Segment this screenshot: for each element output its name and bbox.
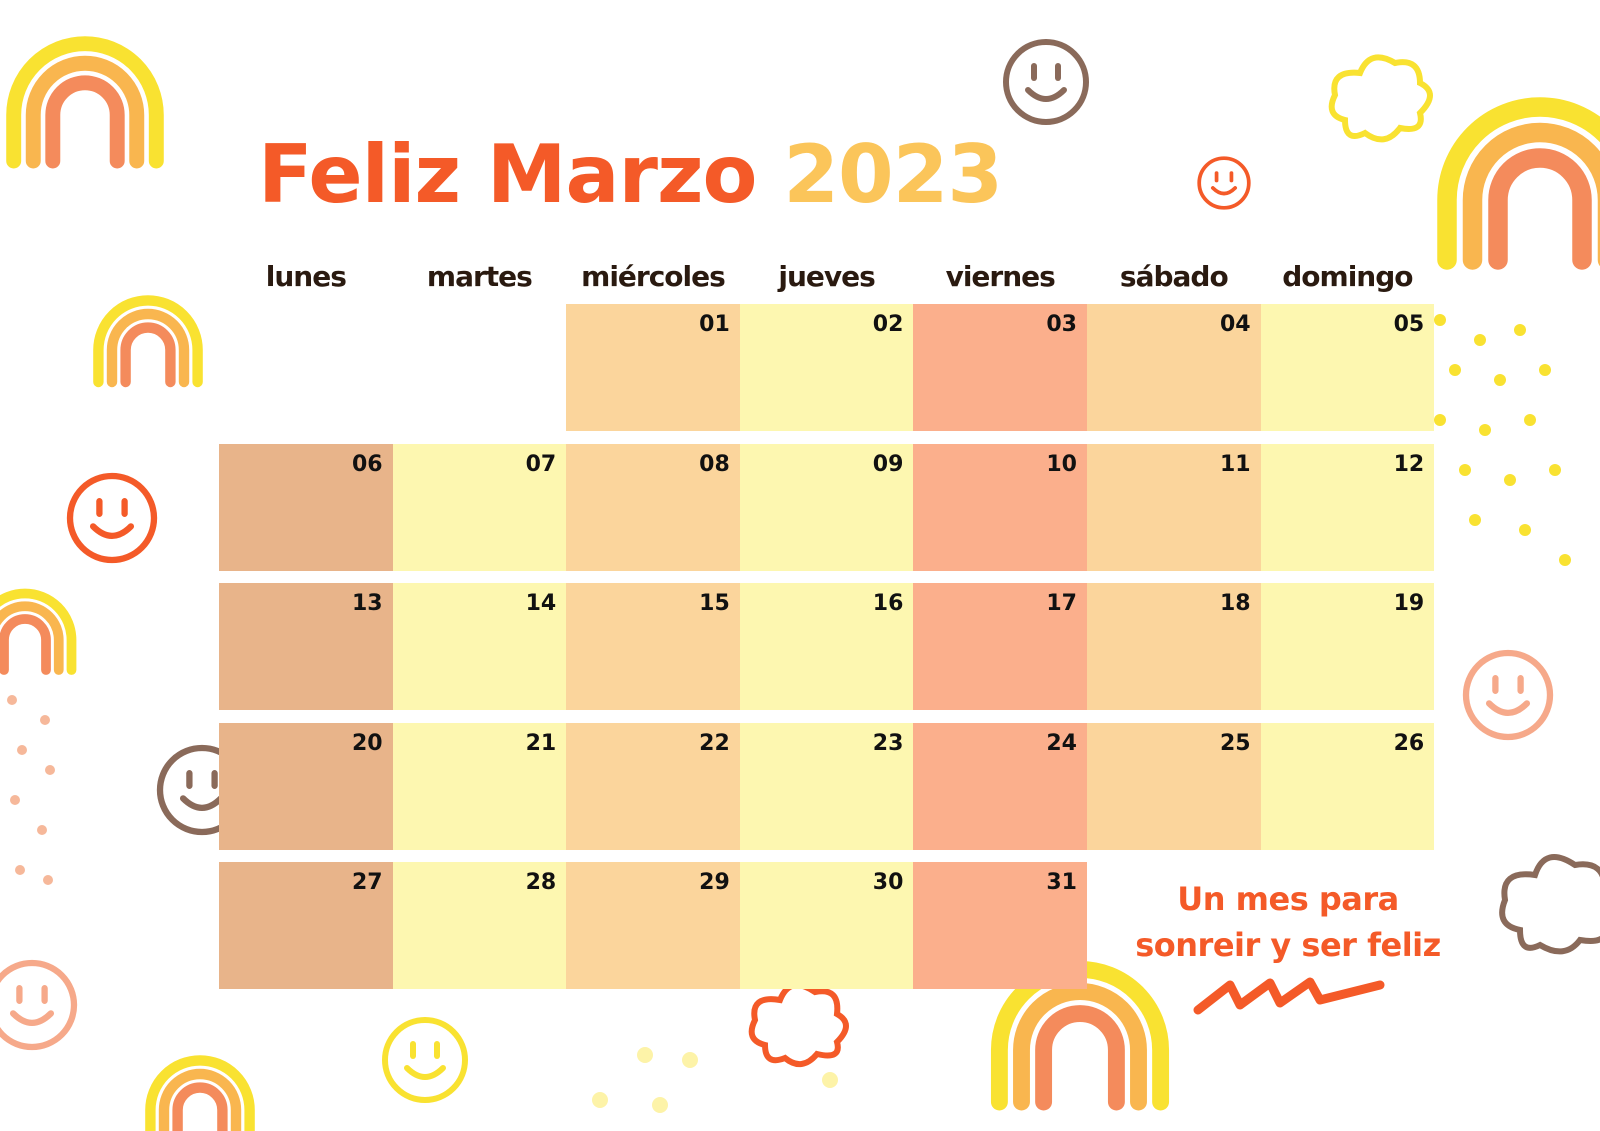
- day-cell: 14: [392, 583, 567, 710]
- rainbow: [150, 1060, 249, 1131]
- day-cell: 24: [913, 722, 1087, 850]
- day-cell: 21: [392, 722, 567, 850]
- smiley: [385, 1020, 465, 1100]
- day-cell: 06: [219, 443, 393, 571]
- dots: [7, 695, 55, 885]
- day-cell: 28: [392, 862, 567, 989]
- day-cell: 04: [1087, 304, 1261, 431]
- day-cell: 17: [913, 583, 1087, 710]
- day-cell: 16: [739, 583, 914, 710]
- day-cell: 31: [913, 862, 1087, 989]
- day-cell: 05: [1260, 304, 1435, 431]
- smiley: [0, 963, 74, 1047]
- day-cell: 09: [739, 443, 914, 571]
- day-cell: 27: [219, 862, 393, 989]
- zigzag: [1193, 977, 1385, 1015]
- day-cell: 08: [566, 443, 740, 571]
- day-cell: 13: [219, 583, 393, 710]
- day-cell: 01: [566, 304, 740, 431]
- day-cell: 19: [1260, 583, 1435, 710]
- tagline-line: Un mes para: [1177, 880, 1399, 918]
- day-cell: 22: [566, 722, 740, 850]
- smiley: [1197, 156, 1251, 210]
- dots: [1434, 314, 1571, 566]
- weekday: sábado: [1119, 260, 1229, 293]
- day-cell: 18: [1087, 583, 1261, 710]
- day-cell: 25: [1087, 722, 1261, 850]
- day-cell: 03: [913, 304, 1087, 431]
- rainbow: [1447, 107, 1600, 260]
- weekday: domingo: [1282, 260, 1413, 293]
- day-cell: 07: [392, 443, 567, 571]
- title: Feliz Marzo 2023: [258, 128, 1003, 221]
- day-cell: 12: [1260, 443, 1435, 571]
- rainbow: [14, 44, 157, 161]
- rainbow: [98, 300, 197, 382]
- rainbow: [999, 969, 1160, 1102]
- day-cell: 23: [739, 722, 914, 850]
- tagline-line: sonreir y ser feliz: [1135, 926, 1441, 964]
- dots: [592, 1047, 838, 1113]
- day-cell: 15: [566, 583, 740, 710]
- rainbow: [0, 594, 72, 671]
- title-text: Feliz Marzo: [258, 128, 757, 221]
- weekday: lunes: [265, 260, 347, 293]
- weekday: viernes: [945, 260, 1056, 293]
- day-cell: 30: [739, 862, 914, 989]
- weekday: jueves: [778, 260, 875, 293]
- weekday: miércoles: [581, 260, 726, 293]
- day-cell: 02: [739, 304, 914, 431]
- smiley: [1466, 653, 1550, 737]
- smiley: [70, 476, 154, 560]
- smiley: [1006, 42, 1086, 122]
- day-cell: 11: [1087, 443, 1261, 571]
- title-year: 2023: [783, 128, 1003, 221]
- day-cell: 26: [1260, 722, 1435, 850]
- day-cell: 29: [566, 862, 740, 989]
- day-cell: 10: [913, 443, 1087, 571]
- day-cell: 20: [219, 722, 393, 850]
- clouds: [748, 54, 1600, 1067]
- weekday: martes: [426, 260, 533, 293]
